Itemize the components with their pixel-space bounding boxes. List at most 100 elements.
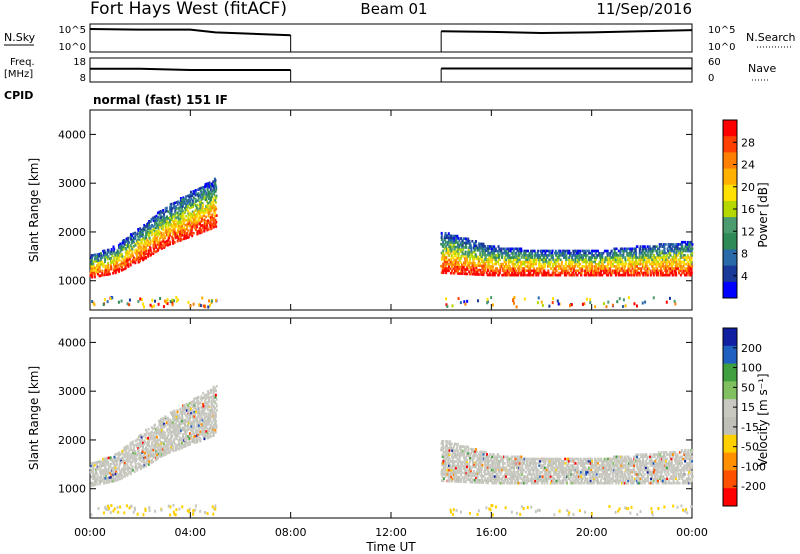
velocity-cell-0-485 bbox=[153, 436, 156, 440]
power-cell-0-156 bbox=[113, 258, 116, 262]
power-cell-0-757 bbox=[181, 231, 184, 235]
power-cell-0-456 bbox=[151, 239, 154, 242]
velocity-cell-0-807 bbox=[186, 415, 189, 419]
power-cell-1-1857 bbox=[687, 271, 690, 275]
velocity-cell-0-728 bbox=[178, 423, 181, 426]
power-cell-1-953 bbox=[564, 251, 567, 255]
power-cell-1-1029 bbox=[575, 251, 578, 255]
power-cell-1-1427 bbox=[635, 260, 638, 264]
power-cell-1-240 bbox=[466, 259, 469, 263]
power-cell-1-1774 bbox=[676, 245, 679, 248]
power-cell-1-1340 bbox=[623, 271, 626, 275]
power-cell-1-97 bbox=[451, 260, 454, 264]
power-clutter-0-59 bbox=[91, 300, 94, 304]
power-cell-1-760 bbox=[533, 262, 536, 266]
power-cell-1-206 bbox=[460, 243, 463, 247]
power-cell-1-285 bbox=[470, 268, 473, 272]
velocity-cell-0-1060 bbox=[208, 433, 211, 437]
power-cell-0-589 bbox=[165, 233, 168, 237]
power-cell-1-972 bbox=[568, 262, 571, 266]
velocity-cell-1-237 bbox=[462, 454, 465, 457]
velocity-clutter-0-47 bbox=[167, 504, 170, 508]
velocity-cell-1-449 bbox=[488, 472, 491, 476]
power-cell-1-231 bbox=[464, 250, 467, 254]
power-cell-0-1026 bbox=[206, 211, 209, 214]
power-cell-0-715 bbox=[177, 217, 180, 221]
velocity-cell-1-388 bbox=[480, 477, 483, 480]
power-cell-0-801 bbox=[185, 199, 188, 203]
power-cell-1-978 bbox=[569, 273, 572, 277]
power-cell-1-673 bbox=[521, 254, 524, 257]
velocity-cell-1-393 bbox=[482, 457, 485, 460]
velocity-cell-1-55 bbox=[446, 453, 449, 456]
power-cell-0-390 bbox=[143, 239, 146, 242]
power-cell-0-948 bbox=[197, 192, 200, 195]
power-cell-0-279 bbox=[132, 260, 135, 264]
power-cell-1-1508 bbox=[646, 258, 649, 262]
velocity-cell-1-17 bbox=[441, 470, 444, 474]
power-cell-1-326 bbox=[475, 268, 478, 272]
power-cell-0-183 bbox=[119, 263, 122, 266]
power-cell-0-309 bbox=[135, 239, 138, 243]
power-cell-1-829 bbox=[544, 262, 547, 266]
power-cell-1-215 bbox=[462, 252, 465, 256]
velocity-cell-1-377 bbox=[480, 468, 483, 471]
power-cell-1-704 bbox=[524, 251, 527, 255]
power-cell-0-919 bbox=[196, 221, 199, 224]
power-cell-1-1748 bbox=[674, 247, 677, 251]
velocity-cell-0-218 bbox=[123, 468, 126, 472]
power-cell-0-708 bbox=[176, 235, 179, 239]
power-cell-0-228 bbox=[125, 253, 128, 257]
velocity-cell-0-909 bbox=[195, 421, 198, 424]
velocity-cell-0-65 bbox=[99, 473, 102, 477]
power-cell-0-431 bbox=[149, 238, 152, 242]
power-cell-1-317 bbox=[474, 253, 477, 256]
velocity-cell-1-426 bbox=[486, 466, 489, 469]
power-cell-0-584 bbox=[163, 212, 166, 216]
velocity-cell-0-321 bbox=[136, 466, 139, 470]
power-cell-1-1501 bbox=[643, 245, 646, 248]
power-cell-0-1138 bbox=[214, 201, 217, 204]
cpid-value: normal (fast) 151 IF bbox=[93, 93, 228, 107]
power-cell-1-1616 bbox=[659, 256, 662, 259]
power-cell-1-1803 bbox=[681, 271, 684, 275]
power-cell-1-889 bbox=[554, 267, 557, 270]
power-cell-0-508 bbox=[155, 214, 158, 218]
power-cell-1-1618 bbox=[660, 251, 663, 255]
velocity-clutter-0-11 bbox=[194, 508, 197, 512]
power-cell-1-1186 bbox=[599, 271, 602, 275]
power-cell-0-580 bbox=[164, 221, 167, 224]
power-cell-1-817 bbox=[542, 267, 545, 270]
power-cell-1-1268 bbox=[611, 258, 614, 262]
power-cell-1-281 bbox=[469, 244, 472, 247]
power-cell-1-89 bbox=[449, 236, 452, 240]
velocity-cell-1-457 bbox=[488, 453, 491, 456]
power-cell-1-1868 bbox=[688, 243, 691, 246]
velocity-cell-0-746 bbox=[181, 416, 184, 419]
power-cell-1-1050 bbox=[577, 249, 580, 253]
power-cell-0-505 bbox=[155, 221, 158, 224]
velocity-cell-0-340 bbox=[137, 437, 140, 441]
power-cell-1-708 bbox=[527, 267, 530, 270]
velocity-cell-1-363 bbox=[478, 468, 481, 471]
velocity-cell-0-699 bbox=[175, 419, 178, 423]
power-cell-1-1617 bbox=[659, 254, 662, 257]
power-cell-1-1619 bbox=[658, 249, 661, 253]
velocity-clutter-0-44 bbox=[175, 508, 178, 512]
velocity-cell-0-486 bbox=[155, 434, 158, 438]
power-cell-0-649 bbox=[172, 231, 175, 234]
velocity-cell-0-301 bbox=[133, 457, 136, 460]
power-cell-1-343 bbox=[477, 242, 480, 246]
power-clutter-0-3 bbox=[126, 302, 129, 306]
power-cell-0-460 bbox=[152, 228, 155, 231]
power-cell-0-625 bbox=[167, 217, 170, 220]
velocity-cell-0-710 bbox=[177, 428, 180, 431]
power-cell-0-277 bbox=[129, 235, 132, 238]
velocity-cell-0-762 bbox=[181, 406, 184, 410]
power-cell-1-238 bbox=[464, 263, 467, 267]
power-cell-1-1679 bbox=[665, 254, 668, 257]
power-cell-0-220 bbox=[122, 241, 125, 244]
power-cell-1-314 bbox=[473, 264, 476, 267]
power-cell-0-331 bbox=[137, 249, 140, 252]
power-cell-0-104 bbox=[107, 268, 110, 272]
